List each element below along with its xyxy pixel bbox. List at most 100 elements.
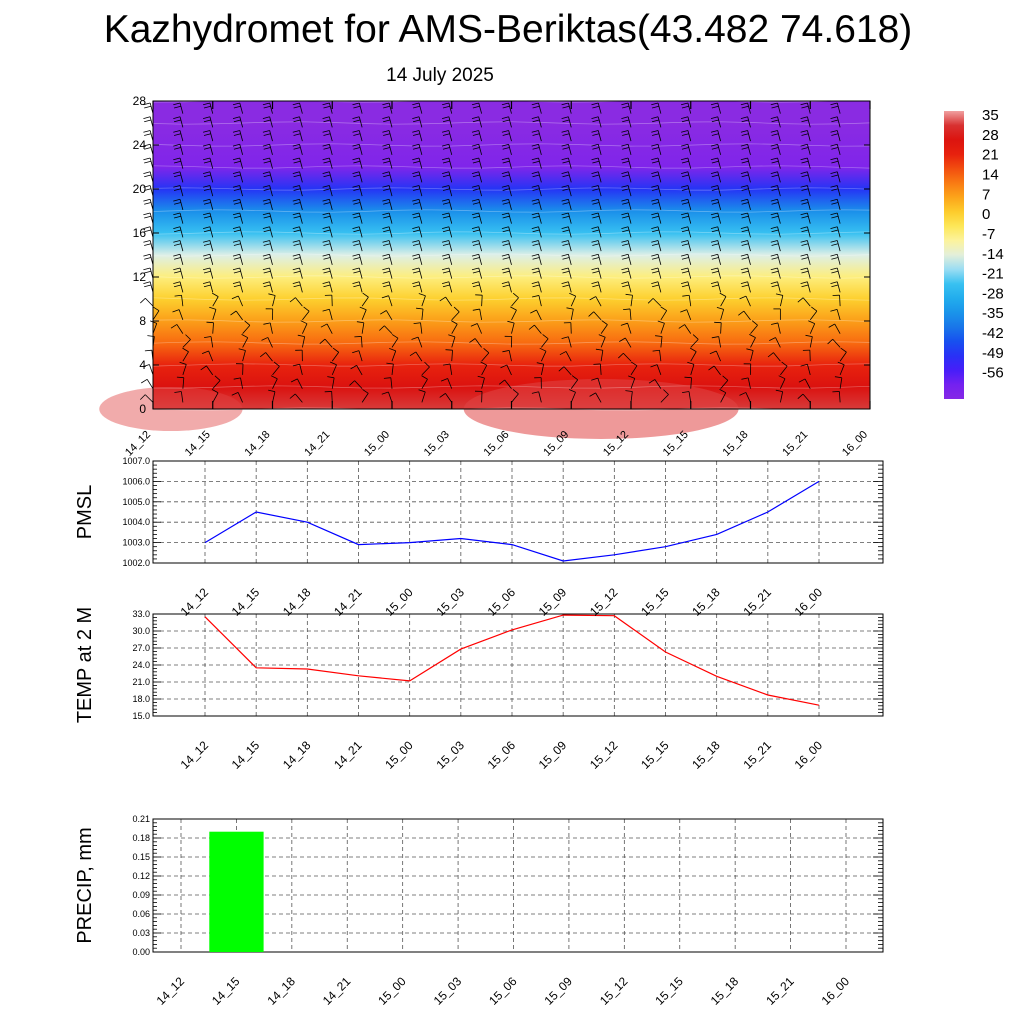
barb-flag bbox=[441, 240, 450, 243]
barb-staff bbox=[302, 310, 310, 321]
wind-barb bbox=[532, 295, 542, 307]
wind-barb bbox=[710, 116, 722, 128]
barb-flag bbox=[651, 226, 659, 229]
barb-staff bbox=[565, 351, 572, 362]
barb-flag bbox=[441, 198, 450, 202]
barb-flag bbox=[740, 240, 748, 243]
barb-staff bbox=[451, 350, 453, 362]
wind-barb bbox=[232, 267, 244, 279]
barb-staff bbox=[541, 338, 549, 348]
barb-flag bbox=[202, 226, 211, 229]
barb-staff bbox=[623, 352, 632, 362]
wind-barb bbox=[232, 185, 244, 197]
colorbar-label: 35 bbox=[982, 107, 999, 124]
barb-staff bbox=[777, 130, 781, 142]
barb-staff bbox=[329, 199, 333, 211]
barb-staff bbox=[836, 144, 841, 156]
barb-flag bbox=[323, 119, 331, 123]
barb-staff bbox=[570, 392, 576, 403]
barb-staff bbox=[385, 310, 393, 321]
barb-staff bbox=[687, 199, 692, 211]
wind-barb bbox=[412, 185, 423, 197]
barb-flag bbox=[442, 270, 450, 274]
barb-flag bbox=[353, 202, 361, 205]
barb-staff bbox=[361, 322, 365, 334]
wind-barb bbox=[501, 226, 512, 238]
wind-barb bbox=[471, 171, 483, 183]
barb-flag bbox=[740, 157, 748, 161]
barb-flag bbox=[710, 143, 718, 147]
wind-barb bbox=[322, 267, 333, 279]
x-tick-label: 14_12 bbox=[123, 429, 153, 459]
barb-staff bbox=[720, 392, 727, 403]
barb-staff bbox=[269, 171, 273, 183]
barb-staff bbox=[481, 364, 488, 376]
wind-barb bbox=[471, 267, 483, 279]
x-tick-label: 15_18 bbox=[708, 974, 742, 1008]
barb-flag bbox=[262, 102, 270, 106]
barb-flag bbox=[472, 174, 480, 178]
wind-barb bbox=[563, 322, 572, 334]
barb-flag bbox=[144, 188, 152, 191]
wind-barb bbox=[232, 157, 244, 169]
wind-barb bbox=[382, 143, 393, 156]
barb-flag bbox=[651, 174, 660, 178]
y-tick-label: 20 bbox=[133, 182, 147, 196]
barb-flag bbox=[322, 157, 330, 161]
barb-flag bbox=[510, 306, 517, 311]
barb-flag bbox=[710, 116, 718, 119]
barb-staff bbox=[717, 199, 722, 211]
barb-staff bbox=[593, 311, 602, 321]
barb-flag bbox=[232, 143, 240, 147]
barb-staff bbox=[448, 157, 453, 169]
wind-barb bbox=[539, 347, 547, 362]
wind-barb bbox=[262, 212, 273, 224]
barb-staff bbox=[627, 199, 632, 211]
barb-flag bbox=[830, 143, 838, 147]
barb-staff bbox=[807, 364, 811, 376]
barb-flag bbox=[144, 284, 152, 288]
barb-flag bbox=[176, 376, 184, 379]
barb-staff bbox=[652, 298, 662, 307]
barb-flag bbox=[531, 226, 539, 229]
barb-flag bbox=[203, 243, 211, 246]
wind-barb bbox=[682, 294, 692, 307]
barb-staff bbox=[421, 391, 426, 403]
barb-staff bbox=[657, 171, 662, 183]
wind-barb bbox=[800, 253, 811, 266]
barb-flag bbox=[711, 133, 719, 136]
barb-staff bbox=[506, 364, 512, 376]
barb-staff bbox=[421, 379, 428, 389]
wind-barb bbox=[687, 361, 695, 376]
barb-staff bbox=[657, 144, 662, 156]
barb-staff bbox=[209, 212, 214, 224]
barb-staff bbox=[804, 378, 811, 389]
barb-flag bbox=[292, 130, 300, 133]
barb-flag bbox=[831, 147, 839, 150]
wind-barb bbox=[144, 349, 154, 362]
x-tick-label: 14_15 bbox=[209, 974, 243, 1008]
barb-flag bbox=[561, 281, 569, 284]
barb-flag bbox=[143, 240, 151, 243]
barb-flag bbox=[140, 297, 146, 304]
barb-staff bbox=[563, 366, 572, 376]
wind-barb bbox=[710, 253, 722, 266]
barb-flag bbox=[442, 229, 450, 233]
barb-flag bbox=[412, 198, 420, 202]
wind-barb bbox=[412, 212, 423, 224]
barb-flag bbox=[771, 202, 779, 205]
barb-staff bbox=[179, 130, 184, 142]
barb-staff bbox=[418, 185, 423, 197]
contour-line bbox=[152, 187, 871, 191]
barb-flag bbox=[501, 281, 509, 284]
wind-barb bbox=[832, 391, 841, 403]
barb-staff bbox=[358, 226, 363, 238]
wind-barb bbox=[262, 116, 273, 128]
barb-flag bbox=[289, 297, 296, 303]
barb-staff bbox=[331, 391, 333, 403]
barb-flag bbox=[322, 143, 330, 147]
barb-flag bbox=[292, 267, 300, 271]
wind-barb bbox=[618, 352, 632, 362]
wind-barb bbox=[710, 143, 722, 156]
barb-staff bbox=[358, 102, 363, 114]
